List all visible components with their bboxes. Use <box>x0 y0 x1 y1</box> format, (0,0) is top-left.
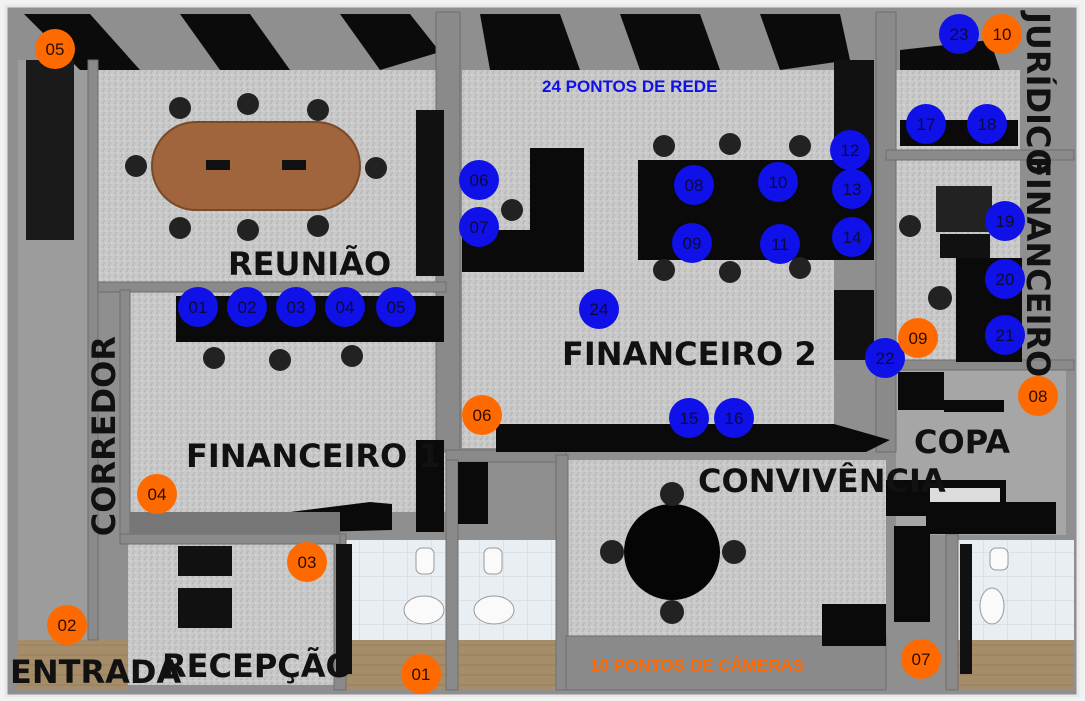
label-juridico: JURÍDICO <box>1019 12 1057 176</box>
camera-point-02: 02 <box>47 605 87 645</box>
network-point-16: 16 <box>714 398 754 438</box>
network-point-05: 05 <box>376 287 416 327</box>
network-point-01: 01 <box>178 287 218 327</box>
camera-point-07: 07 <box>901 639 941 679</box>
network-point-09: 09 <box>672 223 712 263</box>
network-point-06: 06 <box>459 160 499 200</box>
network-point-08: 08 <box>674 165 714 205</box>
label-reuniao: REUNIÃO <box>228 245 392 283</box>
network-point-04: 04 <box>325 287 365 327</box>
ceiling-beams <box>24 14 1000 70</box>
chairs-convivencia <box>600 482 746 624</box>
label-copa: COPA <box>914 423 1010 461</box>
camera-point-03: 03 <box>287 542 327 582</box>
network-point-10: 10 <box>758 162 798 202</box>
network-point-15: 15 <box>669 398 709 438</box>
label-recepcao: RECEPÇÃO <box>162 647 353 685</box>
window-left <box>26 60 74 240</box>
label-corredor: CORREDOR <box>85 336 123 537</box>
label-financeiro2: FINANCEIRO 2 <box>562 335 817 373</box>
meeting-table <box>151 121 361 211</box>
network-point-12: 12 <box>830 130 870 170</box>
meeting-chairs <box>125 93 387 241</box>
network-point-19: 19 <box>985 201 1025 241</box>
network-point-13: 13 <box>832 169 872 209</box>
round-table <box>624 504 720 600</box>
camera-point-08: 08 <box>1018 376 1058 416</box>
label-convivencia: CONVIVÊNCIA <box>698 462 946 500</box>
camera-point-06: 06 <box>462 395 502 435</box>
chairs-financeiro2 <box>501 133 811 283</box>
label-financeiro1: FINANCEIRO 1 <box>186 437 441 475</box>
camera-point-01: 01 <box>401 654 441 694</box>
toilets <box>403 547 1009 625</box>
camera-point-05: 05 <box>35 29 75 69</box>
network-point-02: 02 <box>227 287 267 327</box>
note-camera-points: 10 PONTOS DE CÂMERAS <box>590 656 805 675</box>
label-entrada: ENTRADA <box>10 653 182 691</box>
network-point-14: 14 <box>832 217 872 257</box>
network-point-17: 17 <box>906 104 946 144</box>
network-point-23: 23 <box>939 14 979 54</box>
note-network-points: 24 PONTOS DE REDE <box>542 77 718 96</box>
network-point-24: 24 <box>579 289 619 329</box>
desk-financeiro2-bottom <box>496 424 890 452</box>
camera-point-10: 10 <box>982 14 1022 54</box>
network-point-21: 21 <box>985 315 1025 355</box>
network-point-11: 11 <box>760 224 800 264</box>
floor-entrada <box>18 640 128 690</box>
camera-point-09: 09 <box>898 318 938 358</box>
camera-point-04: 04 <box>137 474 177 514</box>
network-point-18: 18 <box>967 104 1007 144</box>
chairs-financeiro1 <box>203 345 363 371</box>
network-point-20: 20 <box>985 259 1025 299</box>
network-point-07: 07 <box>459 207 499 247</box>
label-financeiro3: FINANCEIRO 3 <box>1019 156 1057 411</box>
network-point-03: 03 <box>276 287 316 327</box>
